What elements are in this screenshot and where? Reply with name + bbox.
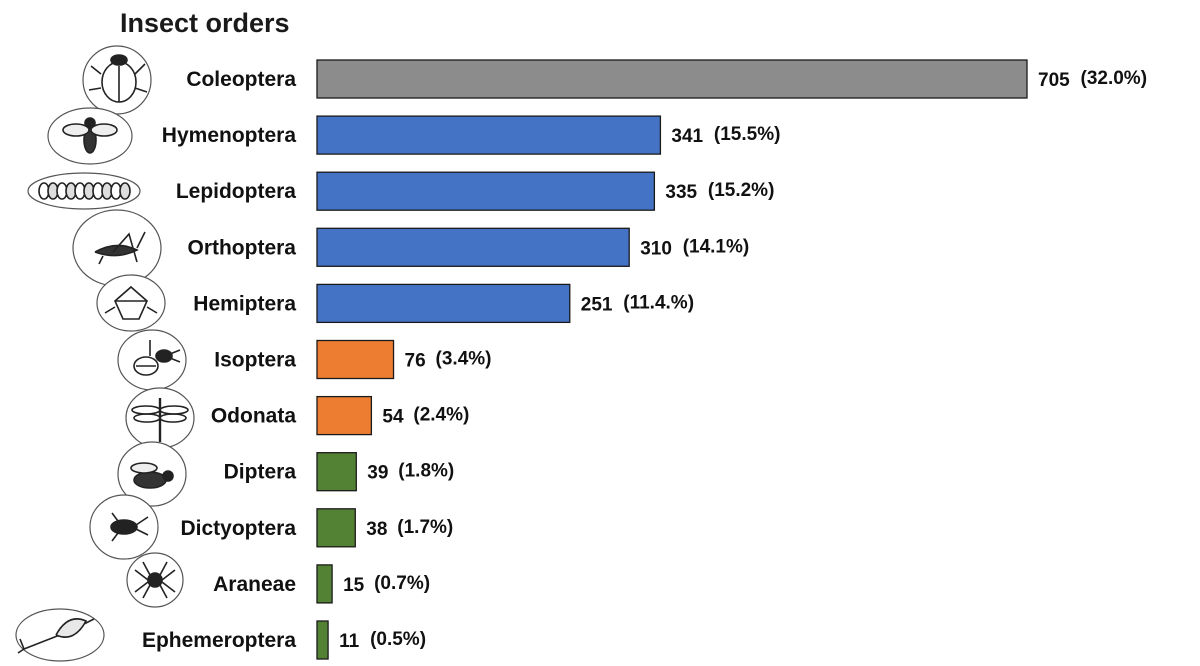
bar: [316, 452, 357, 492]
bar-row: Lepidoptera 335 (15.2%): [27, 171, 775, 211]
bar: [316, 59, 1028, 99]
percent-label: (0.5%): [370, 629, 426, 650]
mayfly-icon: [15, 608, 105, 662]
category-label: Hemiptera: [193, 292, 296, 315]
chart-title: Insect orders: [120, 8, 290, 38]
data-label: 76: [405, 351, 426, 372]
percent-label: (15.5%): [714, 124, 781, 145]
bar-row: Orthoptera 310 (14.1%): [72, 209, 750, 287]
bar-row: Diptera 39 (1.8%): [117, 441, 454, 507]
bar: [316, 395, 373, 436]
bar: [316, 115, 662, 155]
data-label: 335: [665, 182, 697, 203]
beetle-icon: [82, 45, 152, 115]
data-label: 15: [343, 575, 365, 596]
caterpillar-icon: [27, 172, 141, 210]
percent-label: (2.4%): [413, 405, 469, 426]
category-label: Lepidoptera: [176, 180, 296, 203]
category-label: Ephemeroptera: [142, 629, 296, 652]
bar-row: Coleoptera 705 (32.0%): [82, 45, 1148, 115]
bar-row: Ephemeroptera 11 (0.5%): [15, 608, 426, 662]
bee-icon: [47, 107, 133, 165]
category-label: Isoptera: [214, 349, 296, 372]
grasshopper-icon: [72, 209, 162, 287]
data-label: 39: [367, 463, 388, 484]
cockroach-icon: [89, 494, 159, 560]
category-label: Araneae: [213, 573, 296, 596]
data-label: 11: [339, 631, 360, 652]
category-label: Hymenoptera: [162, 124, 297, 147]
percent-label: (3.4%): [436, 349, 492, 370]
bar-row: Dictyoptera 38 (1.7%): [89, 494, 453, 560]
percent-label: (15.2%): [708, 180, 775, 201]
category-label: Coleoptera: [186, 68, 296, 91]
percent-label: (11.4.%): [623, 292, 694, 313]
category-label: Dictyoptera: [180, 517, 296, 540]
data-label: 38: [366, 519, 387, 540]
bar: [316, 283, 571, 324]
bar: [316, 508, 356, 548]
fly-icon: [117, 441, 187, 507]
data-label: 251: [581, 294, 613, 315]
data-label: 341: [671, 126, 703, 147]
bar-row: Hymenoptera 341 (15.5%): [47, 107, 781, 165]
percent-label: (1.8%): [398, 461, 454, 482]
dragonfly-icon: [125, 387, 195, 449]
bar-row: Isoptera 76 (3.4%): [117, 329, 492, 391]
data-label: 54: [382, 407, 404, 428]
stink-bug-icon: [96, 274, 166, 332]
bars-layer: Coleoptera 705 (32.0%) Hymenoptera 341 (15.5%…: [15, 45, 1148, 662]
data-label: 310: [640, 238, 672, 259]
percent-label: (14.1%): [683, 236, 750, 257]
category-label: Orthoptera: [187, 236, 296, 259]
category-label: Odonata: [211, 405, 296, 428]
category-label: Diptera: [224, 461, 297, 484]
bar: [316, 564, 333, 604]
bar: [316, 227, 630, 267]
bar: [316, 339, 395, 380]
percent-label: (1.7%): [397, 517, 453, 538]
bar: [316, 620, 329, 660]
bar: [316, 171, 656, 211]
termite-icon: [117, 329, 187, 391]
percent-label: (0.7%): [374, 573, 430, 594]
percent-label: (32.0%): [1081, 68, 1148, 89]
bar-row: Odonata 54 (2.4%): [125, 387, 469, 449]
spider-icon: [126, 552, 184, 608]
bar-row: Hemiptera 251 (11.4.%): [96, 274, 694, 332]
bar-row: Araneae 15 (0.7%): [126, 552, 430, 608]
data-label: 705: [1038, 70, 1070, 91]
